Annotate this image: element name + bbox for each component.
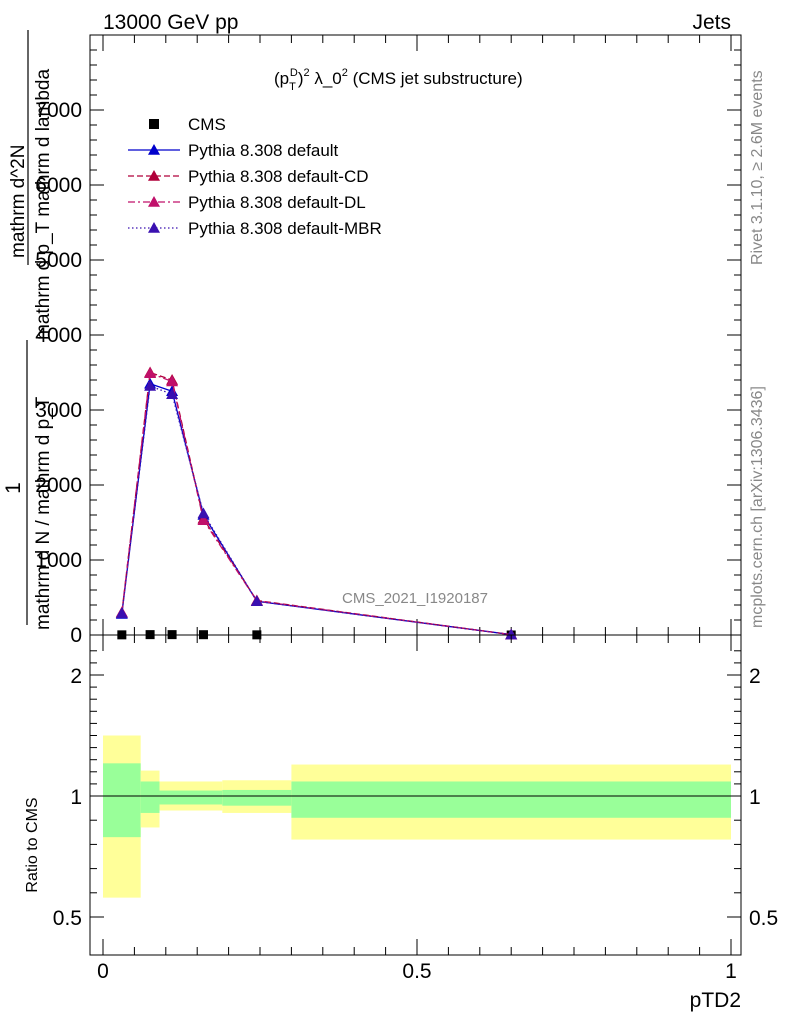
ylabel-denominator: mathrm d N / mathrm d p_T	[33, 396, 54, 630]
ratio-xtick-label: 0.5	[402, 960, 431, 983]
ratio-ytick-label-right: 1	[749, 786, 761, 809]
main-ytick-label: 7000	[35, 99, 82, 122]
point-pythia-8-308-default-dl	[197, 514, 210, 526]
main-ytick-label: 4000	[35, 324, 82, 347]
ratio-ytick-label-right: 2	[749, 665, 761, 688]
title-close: )	[298, 69, 304, 88]
ylabel-right-numerator: mathrm d^2N	[8, 145, 29, 258]
title-sub-t: T	[289, 81, 296, 93]
ratio-ytick-label: 1	[70, 786, 82, 809]
title-sup2: 2	[303, 67, 309, 79]
ratio-band-green	[140, 781, 160, 813]
ratio-xtick-label: 0	[97, 960, 109, 983]
main-ytick-label: 3000	[35, 399, 82, 422]
main-ytick-label: 6000	[35, 174, 82, 197]
ratio-band-green	[222, 789, 292, 806]
point-pythia-8-308-default-mbr	[144, 380, 157, 391]
ratio-plot-frame	[89, 634, 742, 956]
ratio-band-green	[159, 790, 223, 805]
title-p: (p	[274, 69, 289, 88]
legend-marker-pythia-8-308-default-dl	[148, 196, 160, 207]
ylabel-right-denominator: mathrm d p_T mathrm d lambda	[33, 69, 54, 340]
ratio-band-green	[291, 781, 731, 818]
title-sup2b: 2	[342, 67, 348, 79]
mcplots-label: mcplots.cern.ch [arXiv:1306.3436]	[749, 386, 766, 628]
main-ytick-label: 5000	[35, 249, 82, 272]
series-layer	[115, 366, 518, 640]
watermark: CMS_2021_I1920187	[342, 590, 488, 607]
ratio-ytick-label: 0.5	[53, 907, 82, 930]
legend-label-pythia-8-308-default-cd: Pythia 8.308 default-CD	[188, 167, 369, 186]
main-y-axis: 0 1000 2000 3000 4000 5000 6000 7000	[35, 49, 741, 647]
ratio-plot: 0.5 0.51 12 2 0 0.5 1 Ratio to CMS pTD2	[24, 634, 778, 1012]
ratio-ytick-label: 2	[70, 665, 82, 688]
legend: CMS Pythia 8.308 default Pythia 8.308 defa…	[128, 115, 382, 238]
legend-label-cms: CMS	[188, 115, 226, 134]
legend-label-pythia-8-308-default-dl: Pythia 8.308 default-DL	[188, 193, 366, 212]
legend-label-pythia-8-308-default-mbr: Pythia 8.308 default-MBR	[188, 219, 382, 238]
ylabel-numerator: 1	[2, 482, 25, 494]
point-pythia-8-308-default-dl	[144, 367, 157, 379]
point-pythia-8-308-default-mbr	[197, 507, 210, 519]
header-right: Jets	[692, 11, 731, 34]
ratio-band-green	[103, 763, 141, 838]
point-pythia-8-308-default-mbr	[166, 388, 179, 400]
legend-marker-pythia-8-308-default	[148, 144, 160, 155]
ratio-y-axis: 0.5 0.5 1 1 2 2	[53, 650, 778, 930]
title-sup-d: D	[290, 67, 298, 79]
ratio-ytick-label-right: 0.5	[749, 907, 778, 930]
point-pythia-8-308-default-mbr	[115, 607, 128, 619]
plot-title: (pTD)2 λ_02 (CMS jet substructure)	[274, 67, 523, 93]
title-rest: (CMS jet substructure)	[348, 69, 523, 88]
ratio-ylabel: Ratio to CMS	[24, 797, 41, 892]
main-ytick-label: 1000	[35, 549, 82, 572]
title-lambda: λ_0	[310, 69, 342, 88]
main-ytick-label: 0	[70, 624, 82, 647]
legend-marker-pythia-8-308-default-mbr	[148, 222, 160, 233]
main-y-label: 1 mathrm d N / mathrm d p_T mathrm d^2N …	[2, 30, 54, 630]
ratio-x-axis: 0 0.5 1	[97, 635, 737, 983]
header-left: 13000 GeV pp	[103, 11, 238, 34]
legend-label-pythia-8-308-default: Pythia 8.308 default	[188, 141, 339, 160]
series-line-pythia-8-308-default-mbr	[121, 385, 512, 636]
main-ytick-label: 2000	[35, 474, 82, 497]
point-pythia-8-308-default-mbr	[250, 595, 263, 607]
legend-marker-cms	[149, 119, 159, 129]
x-axis-label: pTD2	[690, 989, 741, 1012]
ratio-bands	[103, 735, 731, 898]
point-pythia-8-308-default-dl	[166, 375, 179, 387]
point-pythia-8-308-default-mbr	[505, 628, 518, 640]
rivet-label: Rivet 3.1.10, ≥ 2.6M events	[749, 70, 766, 265]
ratio-xtick-label: 1	[725, 960, 737, 983]
legend-marker-pythia-8-308-default-cd	[148, 170, 160, 181]
main-plot: 0 1000 2000 3000 4000 5000 6000 7000 CMS_2021_I…	[35, 34, 742, 647]
